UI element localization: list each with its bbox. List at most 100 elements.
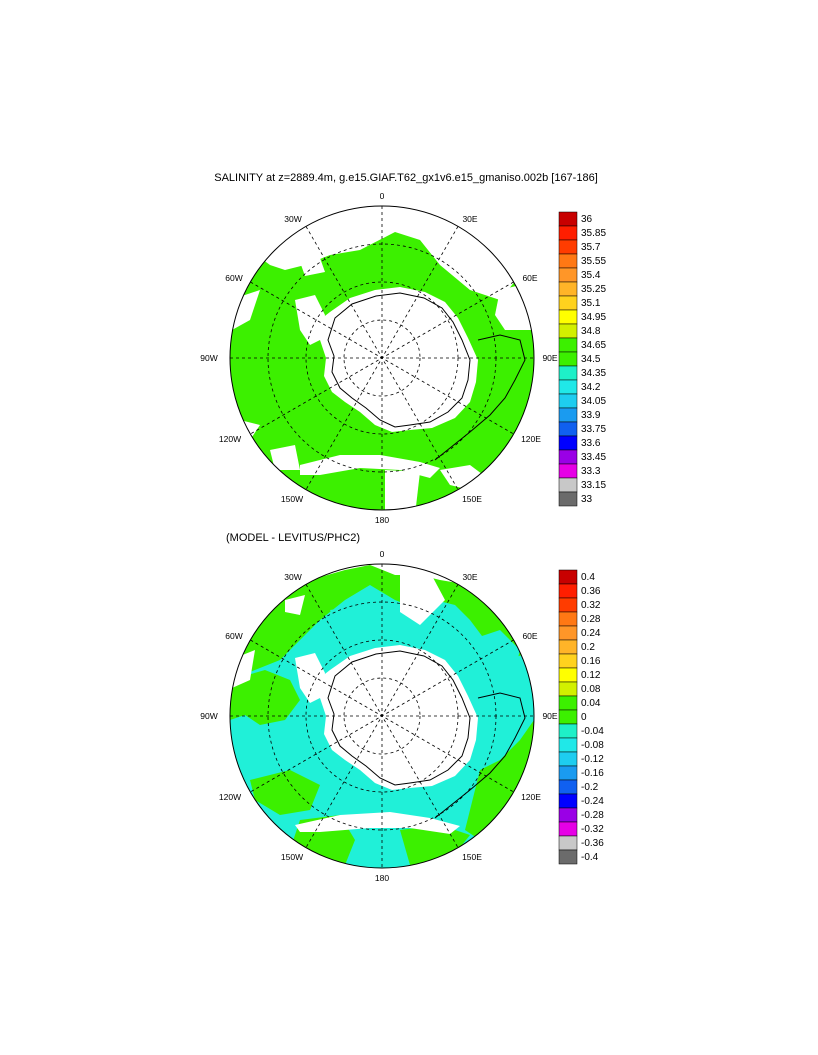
colorbar-swatch (558, 793, 578, 809)
colorbar-swatch (558, 779, 578, 795)
lon-label: 180 (375, 873, 389, 883)
colorbar-label: 35.85 (581, 228, 606, 239)
lon-label: 30E (462, 214, 477, 224)
lon-label: 90E (542, 711, 557, 721)
lon-label: 30W (284, 214, 301, 224)
lon-label: 90E (542, 353, 557, 363)
lon-label: 60W (225, 631, 242, 641)
colorbar-label: 33.75 (581, 424, 606, 435)
colorbar-label: 34.95 (581, 312, 606, 323)
colorbar-swatch (558, 449, 578, 465)
lon-label: 120W (219, 792, 241, 802)
colorbar-label: 36 (581, 214, 593, 225)
colorbar-swatch (558, 337, 578, 353)
colorbar-swatch (558, 835, 578, 851)
colorbar-label: 34.35 (581, 368, 606, 379)
colorbar-swatch (558, 435, 578, 451)
colorbar-swatch (558, 681, 578, 697)
colorbar-label: 34.05 (581, 396, 606, 407)
lon-label: 30E (462, 572, 477, 582)
colorbar-label: 0.4 (581, 572, 595, 583)
colorbar-swatch (558, 639, 578, 655)
lon-label: 150E (462, 494, 482, 504)
panel1-lon-labels: 0 30E 60E 90E 120E 150E 180 150W 120W 90… (200, 191, 558, 525)
colorbar-swatch (558, 653, 578, 669)
panel2-lon-labels: 0 30E 60E 90E 120E 150E 180 150W 120W 90… (200, 549, 558, 883)
colorbar-swatch (558, 583, 578, 599)
colorbar-label: 35.1 (581, 298, 601, 309)
lon-label: 60E (522, 273, 537, 283)
lon-label: 90W (200, 711, 217, 721)
lon-label: 90W (200, 353, 217, 363)
colorbar-label: 0.04 (581, 698, 601, 709)
lon-label: 180 (375, 515, 389, 525)
colorbar-label: 34.2 (581, 382, 601, 393)
lon-label: 120W (219, 434, 241, 444)
lon-label: 120E (521, 434, 541, 444)
colorbar-label: -0.04 (581, 726, 604, 737)
colorbar-swatch (558, 351, 578, 367)
colorbar-label: 33.6 (581, 438, 601, 449)
lon-label: 0 (380, 191, 385, 201)
lon-label: 60E (522, 631, 537, 641)
lon-label: 150W (281, 852, 303, 862)
colorbar-label: 35.4 (581, 270, 601, 281)
colorbar-swatch (558, 737, 578, 753)
colorbar-swatch (558, 253, 578, 269)
colorbar-swatch (558, 751, 578, 767)
colorbar-swatch (558, 295, 578, 311)
colorbar-label: 0.08 (581, 684, 601, 695)
panel1-colorbar: 36 35.85 35.7 35.55 35.4 35.25 35.1 34.95 34.8 34… (558, 211, 606, 507)
colorbar-swatch (558, 365, 578, 381)
colorbar-label: 0.28 (581, 614, 601, 625)
colorbar-swatch (558, 611, 578, 627)
colorbar-swatch (558, 597, 578, 613)
colorbar-swatch (558, 849, 578, 865)
colorbar-swatch (558, 309, 578, 325)
colorbar-label: 0.2 (581, 642, 595, 653)
colorbar-swatch (558, 709, 578, 725)
colorbar-swatch (558, 225, 578, 241)
colorbar-label: 33.3 (581, 466, 601, 477)
colorbar-label: -0.16 (581, 768, 604, 779)
colorbar-label: 0.16 (581, 656, 601, 667)
colorbar-swatch (558, 379, 578, 395)
colorbar-label: -0.2 (581, 782, 599, 793)
colorbar-swatch (558, 239, 578, 255)
colorbar-label: -0.12 (581, 754, 604, 765)
colorbar-label: -0.28 (581, 810, 604, 821)
colorbar-swatch (558, 421, 578, 437)
colorbar-label: 35.7 (581, 242, 601, 253)
colorbar-label: -0.36 (581, 838, 604, 849)
difference-panel: (MODEL - LEVITUS/PHC2) (200, 532, 604, 883)
lon-label: 150W (281, 494, 303, 504)
lon-label: 0 (380, 549, 385, 559)
colorbar-label: 0.32 (581, 600, 601, 611)
colorbar-label: 0 (581, 712, 587, 723)
colorbar-swatch (558, 807, 578, 823)
panel2-graticule (230, 564, 534, 868)
salinity-panel: SALINITY at z=2889.4m, g.e15.GIAF.T62_gx… (200, 172, 606, 525)
colorbar-swatch (558, 695, 578, 711)
lon-label: 30W (284, 572, 301, 582)
colorbar-swatch (558, 211, 578, 227)
colorbar-swatch (558, 821, 578, 837)
colorbar-label: 35.55 (581, 256, 606, 267)
colorbar-label: 0.36 (581, 586, 601, 597)
colorbar-label: -0.32 (581, 824, 604, 835)
panel1-title: SALINITY at z=2889.4m, g.e15.GIAF.T62_gx… (214, 172, 598, 184)
colorbar-label: 34.8 (581, 326, 601, 337)
colorbar-swatch (558, 569, 578, 585)
colorbar-label: -0.24 (581, 796, 604, 807)
colorbar-label: 33 (581, 494, 593, 505)
lon-label: 120E (521, 792, 541, 802)
panel1-graticule (230, 206, 534, 510)
colorbar-label: 34.65 (581, 340, 606, 351)
colorbar-label: 0.12 (581, 670, 601, 681)
panel2-colorbar: 0.4 0.36 0.32 0.28 0.24 0.2 0.16 0.12 0.08 0.04 0 -… (558, 569, 604, 865)
lon-label: 60W (225, 273, 242, 283)
colorbar-swatch (558, 491, 578, 507)
colorbar-label: 33.9 (581, 410, 601, 421)
colorbar-swatch (558, 723, 578, 739)
colorbar-label: 33.45 (581, 452, 606, 463)
